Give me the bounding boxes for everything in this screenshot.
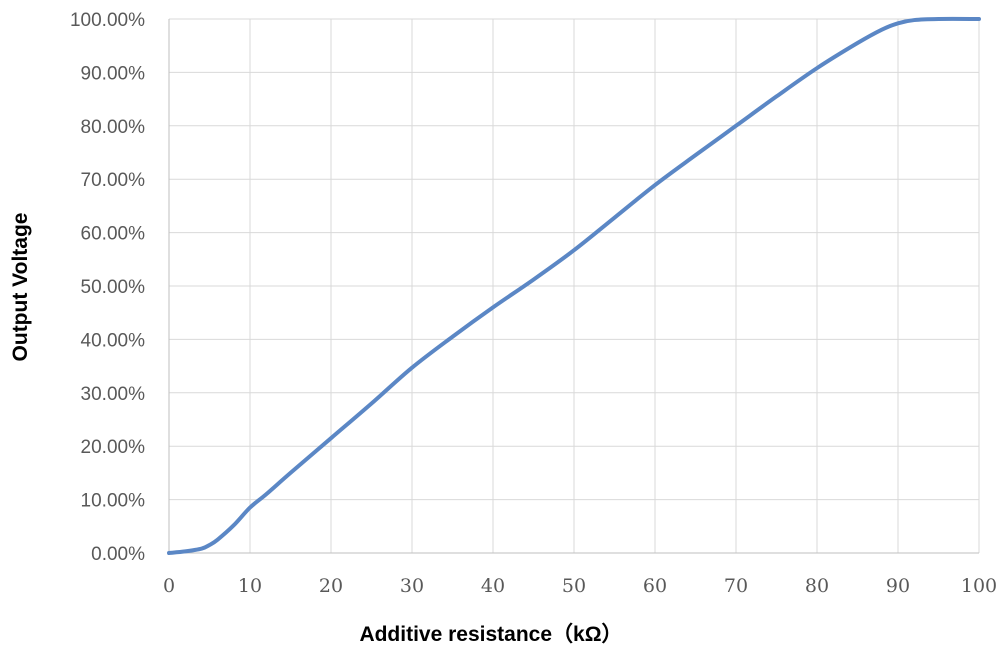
y-tick-label: 80.00%: [81, 117, 146, 138]
y-tick-label: 50.00%: [81, 277, 146, 298]
y-tick-label: 40.00%: [81, 330, 146, 351]
x-tick-label: 0: [163, 575, 175, 597]
x-tick-label: 80: [805, 575, 829, 597]
x-tick-labels: 0 10 20 30 40 50 60 70 80 90 100: [163, 575, 997, 597]
y-tick-label: 90.00%: [81, 63, 146, 84]
y-tick-label: 0.00%: [91, 544, 145, 565]
x-tick-label: 70: [724, 575, 748, 597]
x-tick-label: 90: [886, 575, 910, 597]
y-tick-label: 60.00%: [81, 224, 146, 245]
x-axis-title: Additive resistance（kΩ）: [359, 622, 622, 646]
x-tick-label: 30: [400, 575, 424, 597]
x-tick-label: 20: [319, 575, 343, 597]
horizontal-gridlines: [169, 18, 979, 501]
x-tick-label: 60: [643, 575, 667, 597]
series-group: [167, 16, 981, 555]
series-line: [167, 16, 981, 555]
x-tick-label: 40: [481, 575, 505, 597]
x-tick-label: 50: [562, 575, 586, 597]
y-tick-label: 20.00%: [81, 437, 146, 458]
x-tick-label: 10: [238, 575, 262, 597]
y-tick-labels: 0.00% 10.00% 20.00% 30.00% 40.00% 50.00% 60.00…: [70, 10, 145, 565]
axes: [168, 19, 979, 554]
y-axis-title: Output Voltage: [9, 213, 32, 362]
y-tick-label: 10.00%: [81, 491, 146, 512]
y-tick-label: 30.00%: [81, 384, 146, 405]
y-tick-label: 100.00%: [70, 10, 145, 31]
y-tick-label: 70.00%: [81, 170, 146, 191]
x-tick-label: 100: [961, 575, 997, 597]
